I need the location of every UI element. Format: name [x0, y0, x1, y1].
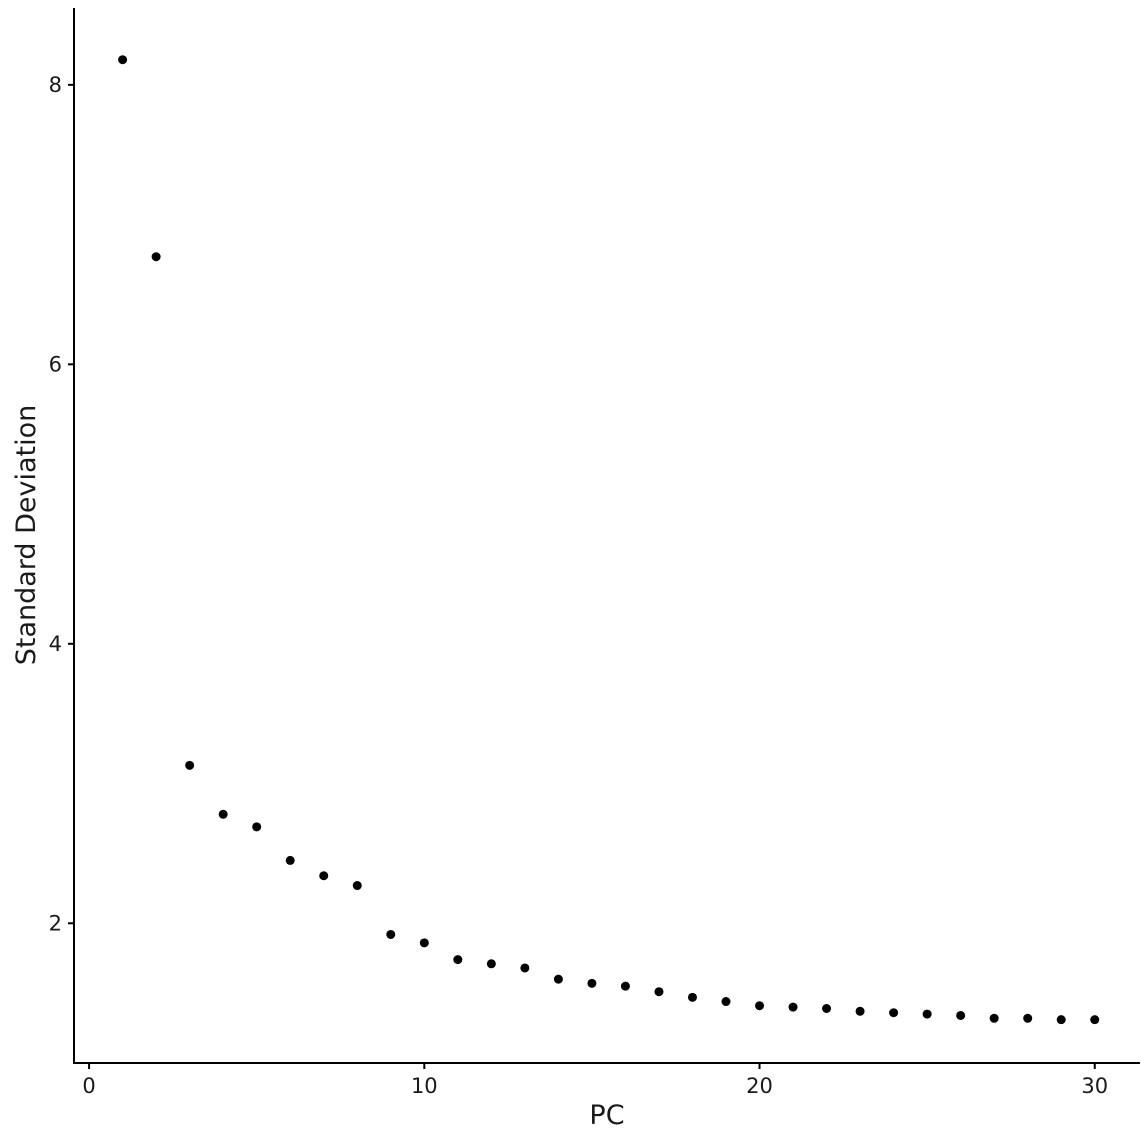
data-point	[956, 1010, 966, 1020]
data-point	[755, 1001, 765, 1011]
data-point	[922, 1009, 932, 1019]
x-tick-label: 30	[1081, 1074, 1108, 1098]
data-point	[285, 855, 295, 865]
data-point	[822, 1004, 832, 1014]
data-point	[889, 1008, 899, 1018]
data-points	[118, 55, 1100, 1025]
x-axis-title: PC	[589, 1100, 624, 1130]
y-tick-label: 6	[49, 352, 62, 376]
data-point	[218, 809, 228, 819]
y-tick-label: 2	[49, 911, 62, 935]
data-point	[855, 1006, 865, 1016]
data-point	[1056, 1015, 1066, 1025]
data-point	[151, 252, 161, 262]
data-point	[654, 987, 664, 997]
data-point	[319, 871, 329, 881]
data-point	[185, 760, 195, 770]
data-point	[553, 974, 563, 984]
x-tick-label: 20	[746, 1074, 773, 1098]
data-point	[587, 978, 597, 988]
data-point	[252, 822, 262, 832]
y-axis-title: Standard Deviation	[11, 405, 42, 666]
data-point	[721, 997, 731, 1007]
data-point	[788, 1002, 798, 1012]
data-point	[486, 959, 496, 969]
data-point	[989, 1013, 999, 1023]
x-tick-label: 0	[82, 1074, 95, 1098]
data-point	[620, 981, 630, 991]
data-point	[118, 55, 128, 65]
y-tick-label: 4	[49, 632, 62, 656]
data-point	[419, 938, 429, 948]
data-point	[352, 881, 362, 891]
x-ticks: 0 10 20 30	[82, 1063, 1108, 1098]
data-point	[687, 992, 697, 1002]
data-point	[453, 955, 463, 965]
data-point	[386, 929, 396, 939]
data-point	[1090, 1015, 1100, 1025]
data-point	[520, 963, 530, 973]
x-tick-label: 10	[411, 1074, 438, 1098]
y-tick-label: 8	[49, 73, 62, 97]
y-ticks: 2 4 6 8	[49, 73, 74, 935]
data-point	[1023, 1013, 1033, 1023]
